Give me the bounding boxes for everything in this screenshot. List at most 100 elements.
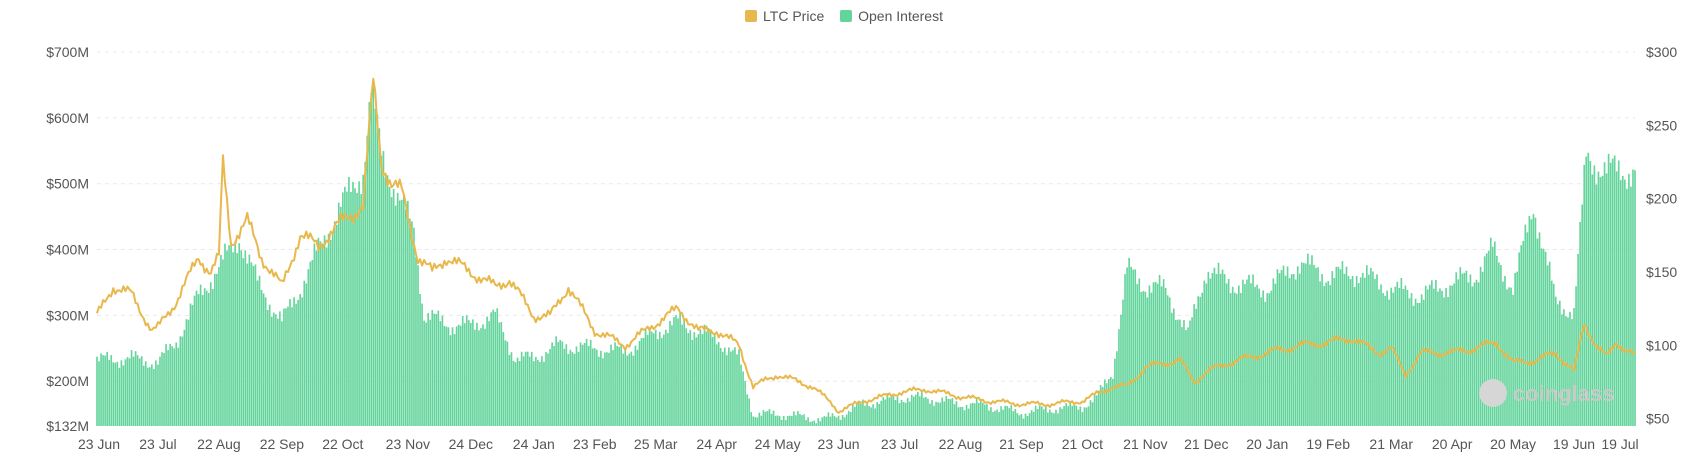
oi-bar: [1175, 320, 1177, 426]
oi-bar: [1483, 256, 1486, 426]
oi-bar: [535, 356, 537, 426]
legend-label-open-interest: Open Interest: [858, 8, 943, 24]
oi-bar: [1378, 289, 1380, 426]
oi-bar: [498, 322, 501, 426]
oi-bar: [1063, 406, 1065, 426]
oi-bar: [1055, 409, 1057, 426]
oi-bar: [1278, 273, 1281, 426]
oi-bar: [1294, 279, 1297, 426]
oi-bar: [782, 415, 785, 426]
oi-bar: [1089, 400, 1092, 426]
oi-bar: [1498, 262, 1500, 426]
oi-bar: [1164, 287, 1167, 426]
x-tick-label: 24 May: [755, 436, 801, 452]
oi-bar: [1396, 281, 1399, 426]
oi-bar: [1059, 407, 1061, 426]
oi-bar: [1093, 394, 1096, 426]
oi-bar: [1144, 291, 1147, 426]
oi-bar: [402, 194, 405, 426]
oi-bar: [591, 348, 594, 426]
oi-bar: [959, 406, 962, 426]
oi-bar: [114, 362, 117, 426]
oi-bar: [1487, 250, 1490, 426]
x-tick-label: 19 Jul: [1601, 436, 1638, 452]
oi-bar: [1569, 311, 1571, 426]
oi-bar: [1008, 408, 1011, 426]
oi-bar: [829, 416, 832, 426]
oi-bar: [1504, 275, 1506, 426]
legend-item-open-interest[interactable]: Open Interest: [840, 8, 943, 24]
oi-bar: [817, 418, 820, 426]
oi-bar: [1274, 283, 1277, 426]
oi-bar: [417, 265, 419, 426]
oi-bar: [494, 311, 497, 426]
oi-bar: [784, 419, 787, 426]
oi-bar: [451, 327, 454, 426]
oi-bar: [1571, 319, 1573, 426]
legend: LTC Price Open Interest: [0, 8, 1688, 25]
oi-bar: [1526, 232, 1529, 426]
oi-bar: [902, 402, 905, 426]
oi-bar: [1138, 278, 1141, 426]
oi-bar: [750, 412, 753, 426]
oi-bar: [281, 321, 283, 426]
oi-bar: [506, 341, 509, 426]
oi-bar: [175, 342, 178, 426]
oi-bar: [181, 336, 184, 426]
oi-bar: [106, 351, 108, 426]
oi-bar: [376, 114, 379, 426]
x-tick-label: 20 Apr: [1432, 436, 1473, 452]
oi-bar: [315, 250, 318, 426]
oi-bar: [847, 410, 850, 426]
oi-bar: [472, 319, 474, 426]
oi-bar: [1313, 264, 1315, 426]
oi-bar: [1246, 279, 1248, 426]
oi-bar: [270, 316, 273, 426]
oi-bar: [1624, 179, 1626, 426]
oi-bar: [770, 413, 773, 426]
oi-bar: [1250, 283, 1252, 426]
oi-bar: [648, 327, 651, 426]
oi-bar: [917, 391, 919, 426]
oi-bar: [177, 347, 180, 426]
ltc-price-line: [96, 77, 1636, 414]
x-tick-label: 22 Aug: [939, 436, 983, 452]
oi-bar: [480, 328, 482, 426]
y-right-tick-label: $50: [1646, 411, 1670, 427]
oi-bar: [453, 334, 456, 426]
oi-bar: [1223, 274, 1226, 426]
oi-bar: [1014, 408, 1017, 426]
oi-bar: [522, 356, 525, 426]
oi-bar: [1398, 287, 1401, 426]
legend-item-ltc-price[interactable]: LTC Price: [745, 8, 824, 24]
oi-bar: [1424, 285, 1427, 426]
oi-bar: [585, 338, 588, 426]
oi-bar: [1329, 285, 1332, 426]
oi-bar: [173, 348, 176, 426]
oi-bar: [807, 417, 809, 426]
oi-bar: [1532, 214, 1535, 426]
oi-bar: [565, 344, 568, 426]
oi-bar: [888, 397, 891, 426]
oi-bar: [512, 360, 515, 426]
oi-bar: [291, 307, 293, 426]
oi-bar: [571, 352, 574, 426]
oi-bar: [1500, 264, 1502, 426]
oi-bar: [979, 398, 982, 426]
oi-bar: [1038, 405, 1041, 426]
oi-bar: [287, 306, 289, 426]
oi-bar: [136, 355, 139, 426]
oi-bar: [809, 421, 811, 426]
oi-bar: [96, 356, 98, 426]
oi-bar: [1603, 162, 1606, 426]
oi-bar: [683, 321, 685, 426]
oi-bar: [1026, 416, 1029, 426]
oi-bar: [719, 347, 722, 426]
oi-bar: [778, 416, 781, 426]
oi-bar: [744, 380, 746, 426]
oi-bar: [577, 351, 580, 426]
oi-bar: [124, 359, 127, 426]
oi-bar: [400, 199, 403, 426]
oi-bar: [583, 343, 586, 426]
